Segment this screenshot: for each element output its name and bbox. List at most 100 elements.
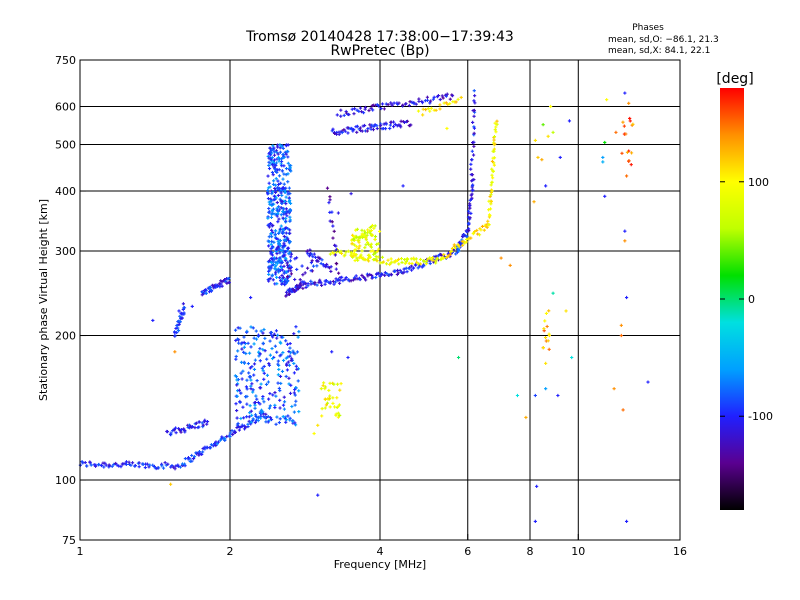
data-point: [264, 412, 268, 416]
data-point: [277, 270, 281, 274]
data-point: [570, 355, 574, 360]
data-point: [357, 246, 361, 250]
data-point: [379, 106, 383, 111]
data-point: [363, 231, 367, 235]
data-point: [258, 410, 262, 414]
data-point: [288, 215, 292, 219]
data-point: [493, 128, 497, 132]
data-point: [276, 152, 280, 156]
data-point: [282, 234, 286, 239]
data-point: [473, 229, 477, 234]
data-point: [328, 219, 332, 223]
data-point: [551, 291, 555, 295]
data-point: [366, 259, 371, 263]
data-point: [133, 464, 137, 468]
data-point: [397, 257, 401, 261]
data-point: [270, 346, 274, 351]
data-point: [357, 240, 361, 244]
y-tick-label: 100: [55, 474, 76, 487]
data-point: [204, 291, 208, 295]
data-point: [544, 311, 549, 316]
data-point: [384, 102, 388, 106]
data-point: [268, 353, 273, 357]
data-point: [270, 333, 274, 337]
data-point: [470, 158, 474, 162]
data-point: [454, 100, 458, 104]
data-point: [388, 123, 393, 127]
data-point: [170, 463, 174, 468]
data-point: [271, 244, 275, 249]
data-point: [275, 282, 279, 286]
data-point: [493, 142, 497, 146]
data-point: [290, 404, 294, 409]
data-point: [475, 228, 479, 233]
data-point: [200, 452, 204, 457]
data-point: [267, 259, 272, 263]
data-point: [294, 256, 299, 260]
data-point: [235, 416, 239, 420]
y-tick-label: 75: [62, 534, 76, 547]
data-point: [442, 256, 446, 260]
data-point: [358, 128, 363, 133]
data-point: [315, 283, 319, 287]
data-point: [418, 257, 423, 262]
data-point: [281, 177, 285, 181]
data-point: [627, 159, 631, 163]
data-point: [330, 210, 334, 214]
data-point: [287, 376, 291, 380]
data-point: [346, 131, 350, 135]
data-point: [303, 271, 307, 275]
data-point: [253, 420, 257, 425]
x-tick-label: 8: [527, 545, 534, 558]
data-point: [491, 149, 495, 153]
data-point: [332, 405, 337, 409]
data-point: [267, 166, 272, 171]
data-point: [205, 419, 210, 424]
data-point: [270, 273, 275, 277]
data-point: [277, 247, 281, 251]
data-point: [277, 159, 281, 163]
data-point: [468, 216, 472, 220]
data-point: [603, 140, 607, 145]
data-point: [194, 421, 199, 425]
data-point: [629, 151, 634, 155]
data-point: [339, 249, 343, 253]
data-point: [284, 356, 288, 360]
data-point: [319, 261, 323, 266]
data-point: [456, 97, 460, 101]
data-point: [249, 325, 253, 329]
data-point: [247, 351, 252, 355]
data-point: [357, 256, 361, 260]
data-point: [288, 219, 292, 223]
data-point: [278, 276, 282, 280]
data-point: [287, 382, 291, 386]
data-point: [268, 404, 272, 408]
data-point: [178, 314, 182, 318]
data-point: [301, 286, 305, 290]
data-point: [370, 123, 374, 127]
data-point: [262, 327, 266, 332]
data-point: [311, 255, 315, 259]
data-point: [284, 144, 288, 148]
data-point: [313, 280, 317, 285]
data-point: [236, 349, 240, 353]
data-point: [266, 192, 270, 196]
data-point: [328, 281, 332, 285]
data-point: [283, 283, 287, 287]
data-point: [363, 105, 368, 110]
data-point: [268, 339, 272, 343]
data-point: [284, 211, 288, 215]
data-point: [482, 228, 486, 232]
data-point: [274, 183, 278, 187]
data-point: [369, 228, 374, 233]
data-point: [278, 406, 282, 410]
data-point: [373, 237, 377, 242]
data-point: [431, 258, 435, 262]
data-point: [364, 236, 368, 240]
data-point: [355, 108, 359, 112]
data-point: [343, 277, 347, 281]
data-point: [547, 347, 551, 351]
data-point: [376, 242, 380, 246]
data-point: [248, 404, 252, 408]
data-point: [376, 271, 381, 275]
